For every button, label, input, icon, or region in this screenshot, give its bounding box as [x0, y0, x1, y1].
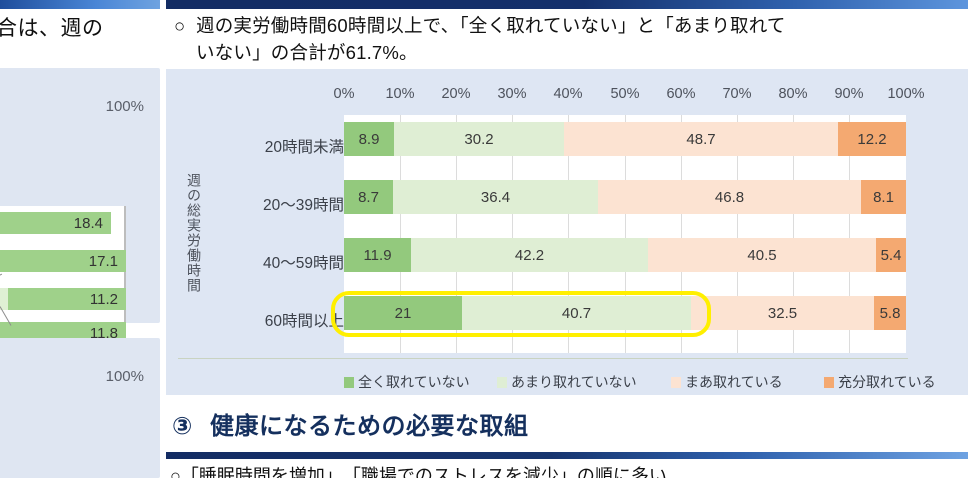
bullet-circle-icon: ○: [174, 15, 186, 36]
bar-segment: 8.1: [861, 180, 906, 214]
panel-gap: [166, 395, 968, 399]
plot-area: 8.9 30.2 48.7 12.2 8.7 36.4 46.8 8.1 11.…: [344, 115, 906, 353]
x-tick: 20%: [441, 86, 471, 102]
section-header: ③ 健康になるための必要な取組: [166, 399, 968, 447]
left-chart-top: 18.4 17.1 11.2 11.8: [0, 206, 126, 344]
x-tick: 100%: [887, 86, 925, 102]
left-bar-pale: [0, 288, 8, 310]
legend-label: 全く取れていない: [358, 374, 470, 390]
left-bar: 17.1: [0, 250, 126, 272]
bar-row: 8.7 36.4 46.8 8.1: [344, 180, 906, 214]
bar-segment: 46.8: [598, 180, 861, 214]
legend-swatch-icon: [671, 376, 681, 388]
bar-segment: 36.4: [393, 180, 598, 214]
y-tick: 60時間以上: [264, 313, 344, 330]
x-tick: 40%: [553, 86, 583, 102]
y-tick: 20時間未満: [264, 139, 344, 156]
lead-line-2: いない」の合計が61.7%。: [196, 42, 418, 63]
section-number: ③: [172, 413, 193, 440]
bar-segment: 42.2: [411, 238, 648, 272]
legend-item: 全く取れていない: [344, 372, 470, 392]
bar-segment: 40.5: [648, 238, 876, 272]
left-top-accent-bar: [0, 0, 160, 9]
lead-paragraph: ○ 週の実労働時間60時間以上で、「全く取れていない」と「あまり取れて いない」…: [174, 12, 964, 66]
x-tick: 80%: [778, 86, 808, 102]
x-tick: 70%: [722, 86, 752, 102]
legend-label: 充分取れている: [838, 374, 936, 390]
left-lead-text: 合は、週の: [0, 17, 104, 40]
y-axis-title: 週の総実労働時間: [186, 173, 202, 293]
bar-segment: 5.4: [876, 238, 906, 272]
left-chart-panel-top: 100% 18.4 17.1 11.2 11.8: [0, 68, 160, 344]
bar-segment: 30.2: [394, 122, 564, 156]
footer-text: ○「睡眠時間を増加」、「職場でのストレスを減少」の順に多い: [170, 466, 667, 478]
bar-segment: 32.5: [691, 296, 874, 330]
bar-segment: 21: [344, 296, 462, 330]
left-bar: 18.4: [0, 212, 111, 234]
legend-swatch-icon: [344, 376, 354, 388]
chart-legend: 全く取れていない あまり取れていない まあ取れている 充分取れている: [344, 372, 968, 392]
main-slide: ○ 週の実労働時間60時間以上で、「全く取れていない」と「あまり取れて いない」…: [166, 0, 968, 478]
top-accent-bar: [166, 0, 968, 9]
section-title-text: 健康になるための必要な取組: [210, 413, 529, 440]
left-percent-label-bottom: 100%: [105, 368, 144, 385]
x-tick: 50%: [610, 86, 640, 102]
left-percent-label-top: 100%: [105, 98, 144, 115]
chart-baseline: [178, 358, 908, 359]
x-tick: 30%: [497, 86, 527, 102]
legend-label: まあ取れている: [685, 374, 783, 390]
bar-segment: 48.7: [564, 122, 838, 156]
left-partial-slide: 合は、週の 100% 18.4 17.1 11.2 11.8 100% 7 9.…: [0, 0, 160, 478]
y-tick: 40～59時間: [263, 255, 344, 272]
bar-segment: 12.2: [838, 122, 906, 156]
legend-item: 充分取れている: [824, 372, 936, 392]
x-tick: 90%: [834, 86, 864, 102]
legend-label: あまり取れていない: [511, 374, 637, 390]
bar-row: 8.9 30.2 48.7 12.2: [344, 122, 906, 156]
chart-panel: 週の総実労働時間 0% 10% 20% 30% 40% 50% 60% 70% …: [166, 69, 968, 395]
bar-segment: 11.9: [344, 238, 411, 272]
left-bar: 11.2: [8, 288, 126, 310]
x-tick: 10%: [385, 86, 415, 102]
bar-row: 21 40.7 32.5 5.8: [344, 296, 906, 330]
legend-item: あまり取れていない: [497, 372, 637, 392]
leader-line: [0, 273, 3, 283]
lead-line-1: 週の実労働時間60時間以上で、「全く取れていない」と「あまり取れて: [196, 15, 786, 36]
section-title: ③ 健康になるための必要な取組: [172, 406, 529, 441]
legend-swatch-icon: [497, 376, 507, 388]
y-tick: 20～39時間: [263, 197, 344, 214]
bar-row: 11.9 42.2 40.5 5.4: [344, 238, 906, 272]
bar-segment: 5.8: [874, 296, 906, 330]
x-tick: 60%: [666, 86, 696, 102]
section-accent-bar: [166, 452, 968, 459]
bar-segment: 8.9: [344, 122, 394, 156]
legend-swatch-icon: [824, 376, 834, 388]
legend-item: まあ取れている: [671, 372, 783, 392]
left-chart-panel-bottom: 100% 7 9.0 8.8: [0, 338, 160, 478]
x-tick: 0%: [333, 86, 355, 102]
bar-segment: 40.7: [462, 296, 691, 330]
bar-segment: 8.7: [344, 180, 393, 214]
